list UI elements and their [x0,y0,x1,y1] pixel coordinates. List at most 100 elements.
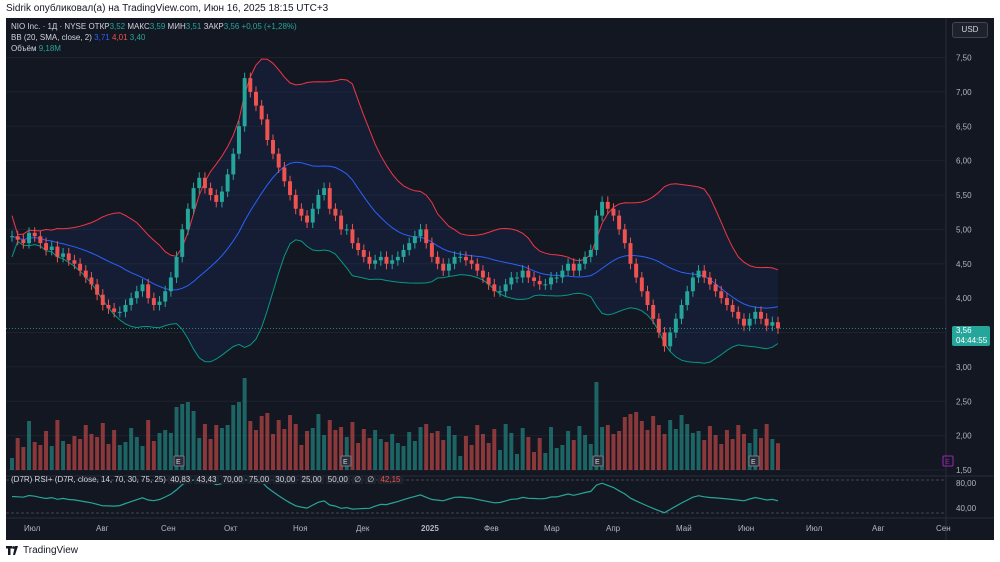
candle-body [520,270,525,278]
candle-body [288,181,293,195]
chart-canvas[interactable]: 7,507,006,506,005,505,004,504,003,503,00… [6,18,994,540]
time-axis-label: Май [676,524,692,533]
candle-body [55,246,60,257]
candle-body [622,229,627,244]
candle-body [679,305,684,319]
price-axis-label: 3,00 [956,363,972,372]
candle-body [390,260,395,264]
candle-body [702,270,707,278]
volume-bar [225,425,230,470]
volume-bar [458,456,463,470]
symbol-title[interactable]: NIO Inc. · 1Д · NYSE [11,22,87,31]
volume-bar [310,428,315,470]
candle-body [486,277,491,285]
price-axis-label: 6,50 [956,122,972,131]
volume-bar [668,420,673,470]
chart-frame[interactable]: 7,507,006,506,005,505,004,504,003,503,00… [6,18,994,540]
volume-bar [639,421,644,470]
volume-legend[interactable]: Объём 9,18M [11,43,61,54]
volume-bar [424,424,429,470]
candle-body [764,318,769,326]
time-axis-label: Дек [356,524,370,533]
candle-body [497,291,502,293]
candle-body [395,256,400,261]
candle-body [634,263,639,278]
candle-body [719,291,724,299]
rsi-value-3: 70,00 [220,475,245,484]
candle-body [361,250,366,257]
rsi-value-9: ∅ [365,475,377,484]
volume-bar [271,434,275,470]
volume-bar [764,424,769,470]
candle-body [180,229,185,257]
volume-bar [600,427,605,470]
candle-body [753,311,758,319]
candle-body [469,260,474,264]
candle-body [276,153,281,168]
candle-body [639,277,644,292]
currency-button[interactable]: USD [952,22,988,38]
volume-bar [685,424,690,470]
time-axis-label: Окт [224,524,238,533]
candle-body [219,191,224,202]
volume-bar [736,425,741,470]
volume-bar [412,441,417,470]
volume-bar [157,433,162,470]
volume-bar [611,434,616,470]
candle-body [225,174,230,192]
rsi-legend[interactable]: (D7R) RSI+ (D7R, close, 14, 70, 30, 75, … [11,475,403,484]
volume-bar [741,434,746,470]
bb-mid-line [11,161,779,309]
candle-body [168,277,173,292]
candle-body [384,256,389,264]
volume-bar [707,426,712,470]
candle-body [605,201,610,209]
candle-body [452,256,457,264]
rsi-axis-label: 80,00 [956,479,977,488]
candle-body [32,232,37,237]
volume-bar [293,424,298,470]
candle-body [463,256,468,261]
volume-bar [151,441,156,470]
volume-bar [594,382,599,470]
volume-bar [140,446,145,470]
candle-body [747,318,752,326]
price-axis-label: 1,50 [956,466,972,475]
volume-bar [452,435,457,470]
volume-bar [537,438,542,470]
candle-body [310,208,315,223]
candle-body [231,153,236,175]
candle-body [208,188,213,195]
bb-legend[interactable]: BB (20, SMA, close, 2) 3,71 4,01 3,40 [11,32,145,43]
high-value: 3,59 [149,22,166,31]
volume-value: 9,18M [38,44,61,53]
candle-body [236,126,241,154]
volume-bar [617,431,622,470]
earnings-marker-label: E [595,459,600,466]
candle-body [588,250,593,257]
candle-body [435,256,440,264]
candle-body [10,236,14,238]
candle-body [339,215,344,230]
volume-bar [49,446,54,470]
rsi-value-10: 42,15 [378,475,403,484]
volume-bar [520,428,525,470]
candle-body [418,229,423,237]
volume-bar [350,422,355,470]
change-value: +0,05 (+1,28%) [241,22,297,31]
candle-body [350,229,355,244]
candle-body [509,277,514,285]
candle-body [356,243,361,250]
volume-bar [435,431,440,470]
volume-bar [180,404,185,470]
close-value: 3,56 [223,22,240,31]
candle-body [724,298,729,305]
candle-body [373,260,378,264]
candle-body [344,229,349,231]
volume-bar [344,437,349,470]
tradingview-logo[interactable]: TradingView [6,545,78,556]
volume-label: Объём [11,44,37,53]
time-axis-label: Фев [484,524,499,533]
volume-bar [129,428,134,470]
bb-band-fill [12,59,778,364]
